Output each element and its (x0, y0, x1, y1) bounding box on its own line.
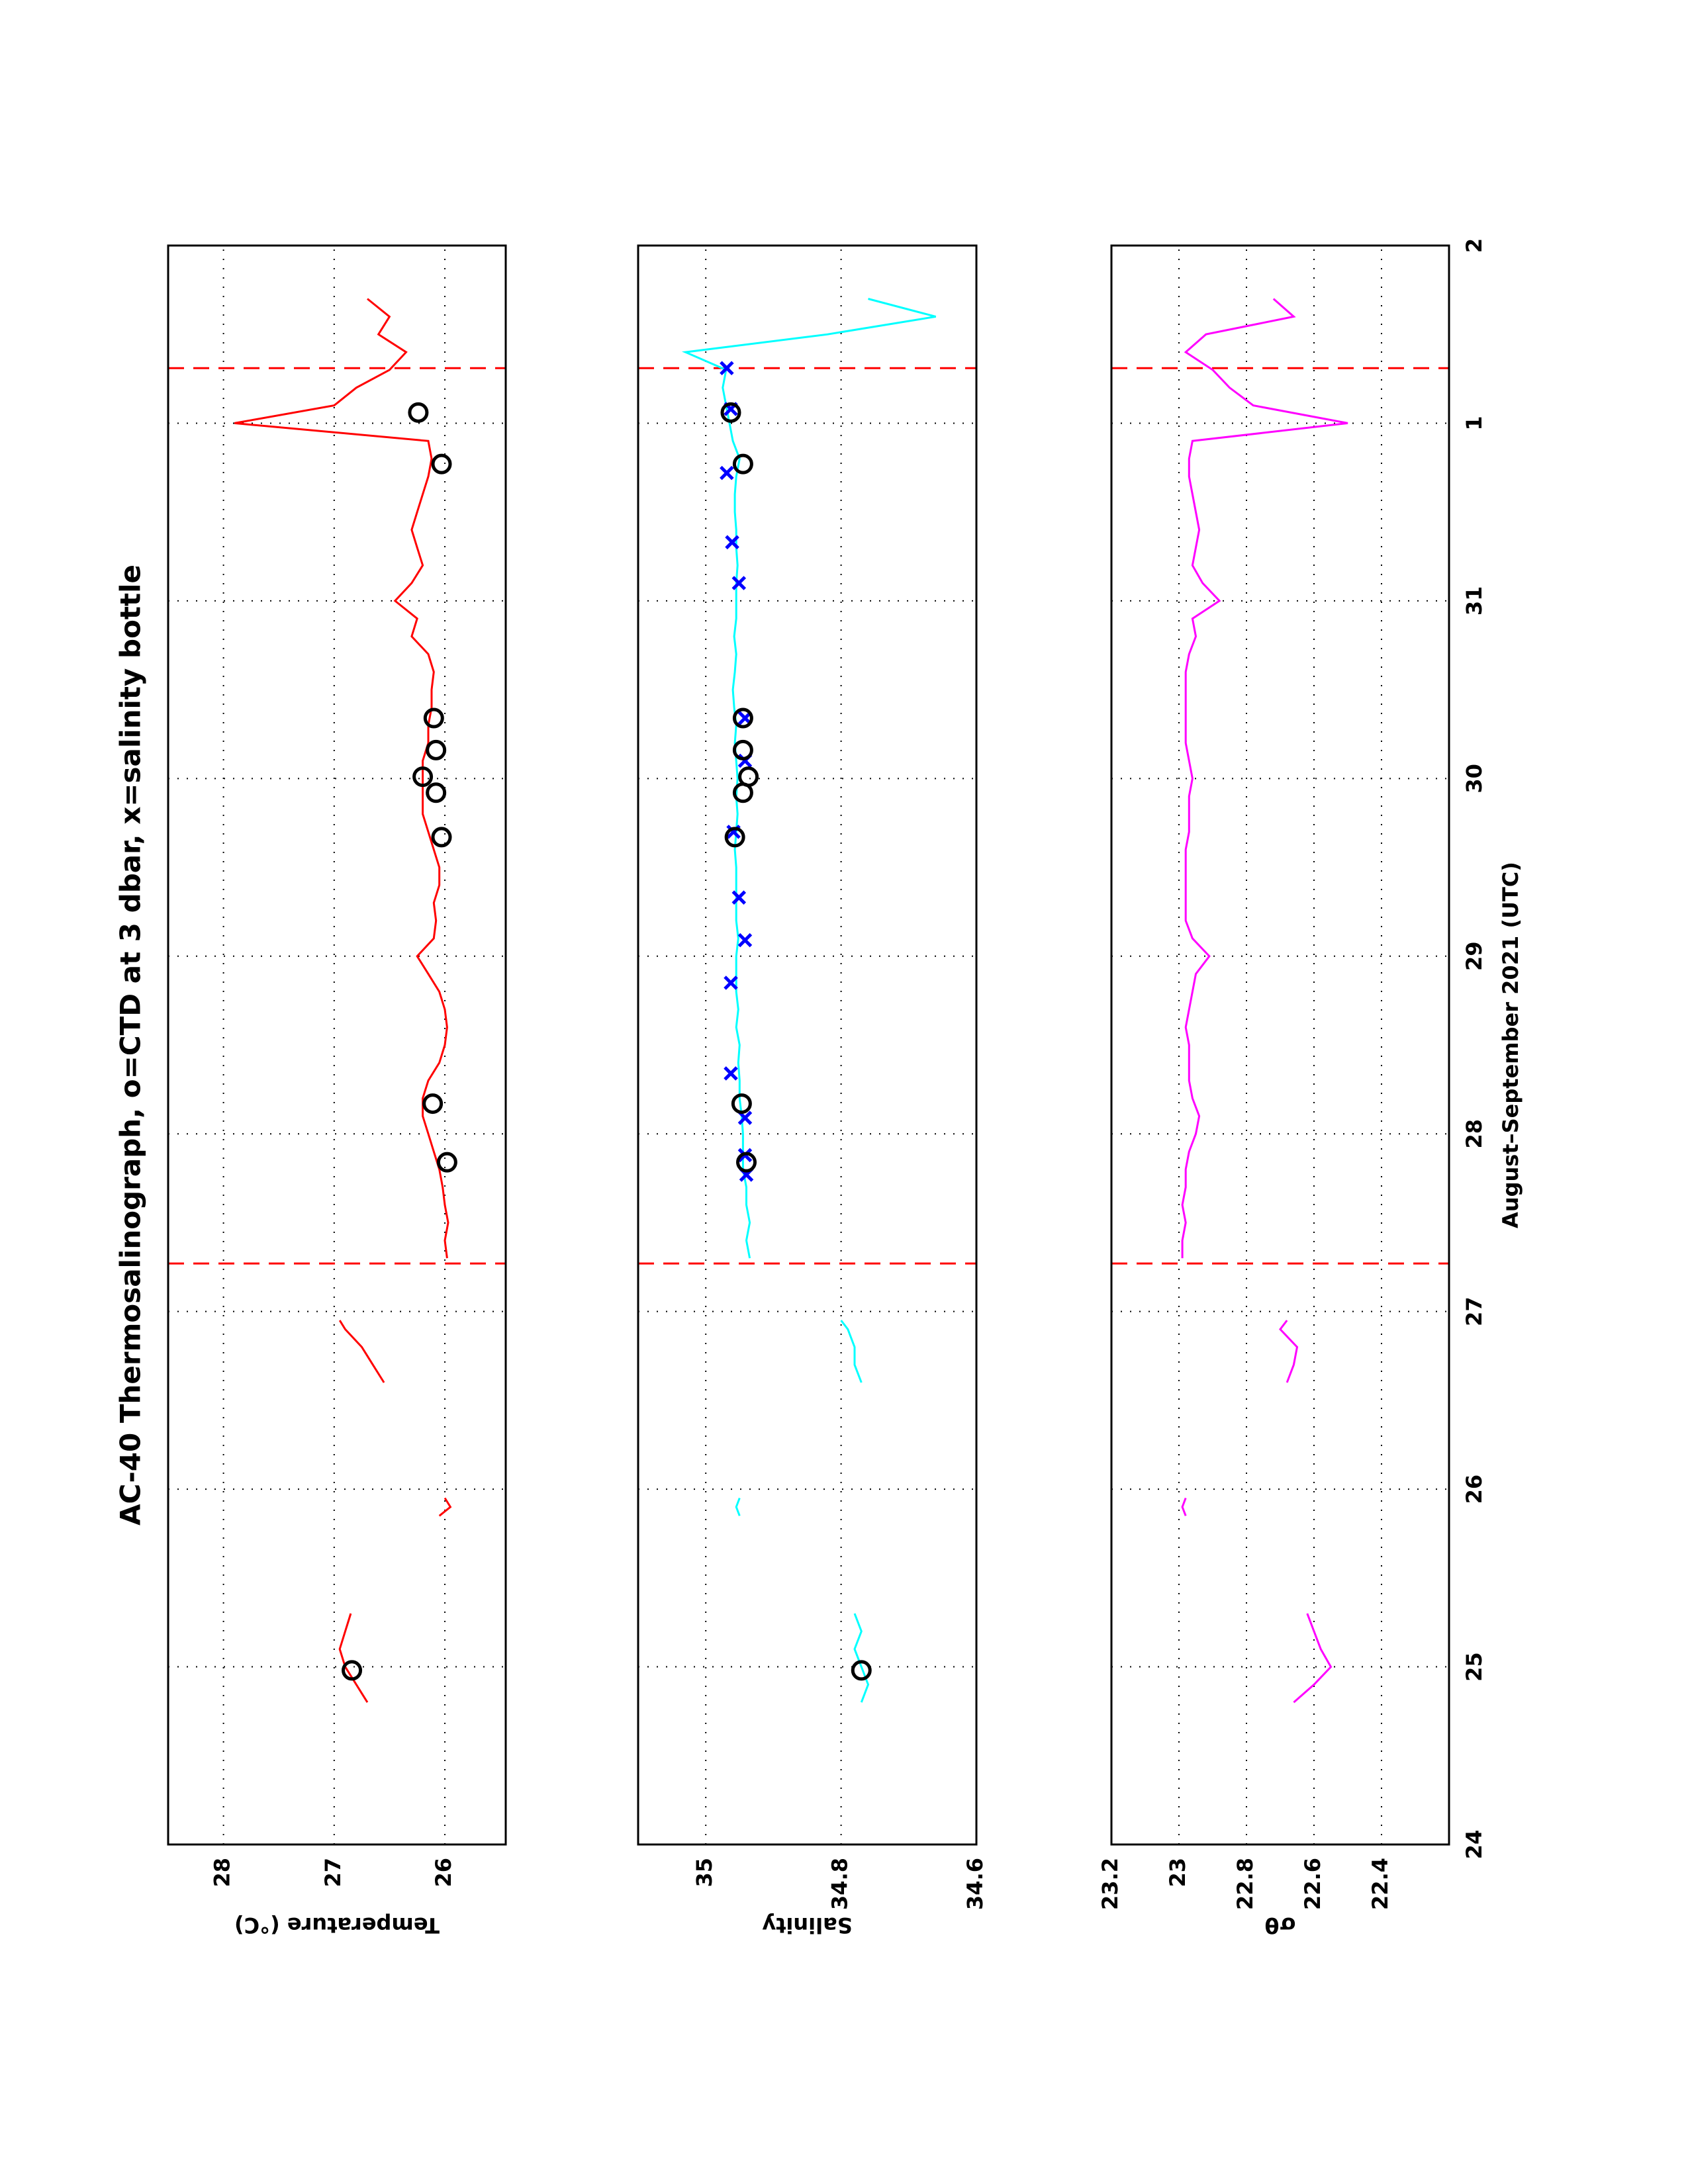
ctd-marker (426, 739, 447, 760)
x-tick-label: 27 (1462, 1297, 1487, 1326)
bottle-marker (724, 976, 738, 990)
ctd-marker (732, 453, 753, 475)
data-line (234, 298, 452, 1703)
ctd-marker (436, 1152, 457, 1173)
y-tick-label: 34.6 (962, 1858, 988, 1910)
x-tick-label: 28 (1462, 1119, 1487, 1149)
ctd-marker (731, 1093, 752, 1115)
ctd-marker (431, 453, 452, 475)
y-tick-label: 26 (431, 1858, 456, 1888)
y-tick-label: 35 (692, 1858, 717, 1888)
x-tick-label: 2 (1462, 238, 1487, 253)
x-tick-label: 30 (1462, 764, 1487, 794)
y-tick-label: 34.8 (827, 1858, 853, 1910)
y-tick-label: 28 (210, 1858, 235, 1888)
y-tick-label: 22.8 (1233, 1858, 1258, 1910)
x-tick-label: 1 (1462, 416, 1487, 430)
plot-frame (167, 244, 507, 1846)
ctd-marker (342, 1660, 363, 1681)
y-axis-label: σθ (1265, 1913, 1296, 1938)
ctd-marker (412, 766, 434, 788)
ctd-marker (720, 402, 741, 423)
ctd-marker (431, 827, 452, 848)
x-tick-label: 25 (1462, 1652, 1487, 1682)
bottle-marker (720, 465, 734, 480)
bottle-marker (731, 890, 747, 905)
ctd-marker (732, 739, 753, 760)
ctd-marker (738, 766, 759, 788)
data-line (1181, 298, 1348, 1704)
bottle-marker (725, 535, 739, 550)
ctd-marker (423, 707, 444, 729)
x-tick-label: 24 (1462, 1830, 1487, 1860)
bottle-marker (737, 933, 753, 948)
data-line (681, 298, 937, 1703)
ctd-marker (422, 1093, 444, 1115)
y-tick-label: 22.6 (1300, 1858, 1325, 1910)
y-axis-label: Salinity (762, 1913, 853, 1938)
chart-title: AC-40 Thermosalinograph, o=CTD at 3 dbar… (115, 565, 147, 1525)
ctd-marker (724, 827, 745, 848)
landscape-group: AC-40 Thermosalinograph, o=CTD at 3 dbar… (115, 238, 1524, 1938)
y-tick-label: 27 (320, 1858, 346, 1888)
ctd-marker (851, 1660, 872, 1681)
bottle-marker (731, 576, 747, 590)
x-tick-label: 31 (1462, 586, 1487, 616)
y-tick-label: 23.2 (1098, 1858, 1123, 1910)
bottle-marker (724, 1066, 738, 1081)
y-tick-label: 23 (1165, 1858, 1190, 1888)
x-tick-label: 26 (1462, 1475, 1487, 1504)
x-axis-label: August–September 2021 (UTC) (1498, 862, 1523, 1228)
ctd-marker (426, 782, 447, 803)
ctd-marker (408, 402, 429, 423)
ctd-marker (732, 707, 753, 729)
bottle-marker (720, 361, 734, 375)
y-axis-label: Temperature (°C) (234, 1913, 440, 1938)
y-tick-label: 22.4 (1368, 1858, 1393, 1910)
ctd-marker (736, 1152, 757, 1173)
plot-frame (637, 244, 978, 1846)
x-tick-label: 29 (1462, 942, 1487, 972)
plot-frame (1110, 244, 1450, 1846)
